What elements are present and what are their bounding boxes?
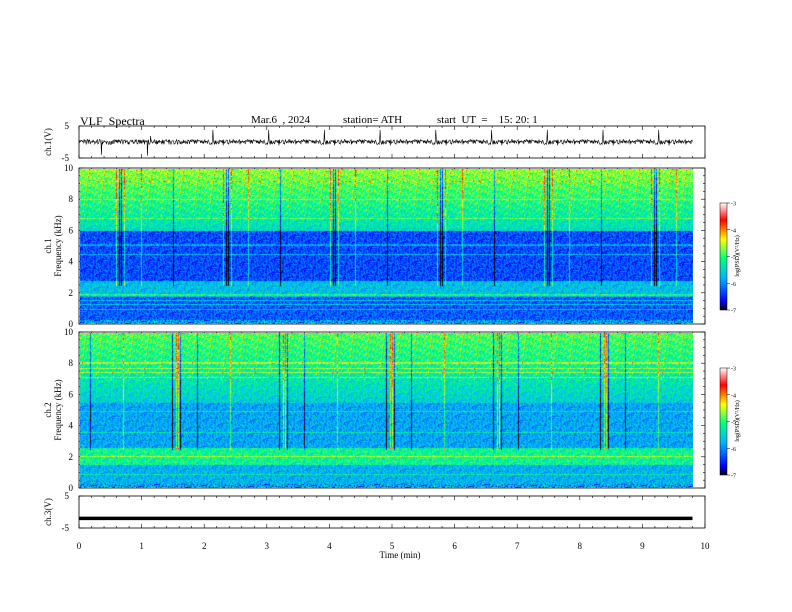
ch1-waveform-line	[78, 129, 693, 156]
y-tick-label: 8	[69, 358, 74, 368]
figure-title: VLF Spectra	[80, 114, 145, 128]
colorbar-tick-label: -5	[731, 420, 736, 426]
colorbar-tick-label: -6	[731, 282, 736, 288]
date-label: Mar.6 , 2024	[251, 114, 310, 126]
y-tick-label: 4	[69, 421, 74, 431]
colorbar-tick-label: -5	[731, 255, 736, 261]
x-tick-label: 1	[139, 541, 144, 551]
y-tick-label: 2	[69, 288, 74, 298]
colorbar-tick-label: -4	[731, 228, 736, 234]
y-tick-label: 6	[69, 225, 74, 235]
ch1-spectrogram-image	[80, 168, 693, 324]
y-tick-label: 5	[65, 121, 70, 131]
colorbar-tick-label: -7	[731, 309, 736, 315]
colorbar-ticks: -3 -4 -5 -6 -7 -3 -4 -5 -6 -7	[727, 202, 736, 480]
ch2-colorbar-label: log(PSD)(V²/Hz)	[734, 400, 741, 441]
y-tick-label: 5	[65, 491, 70, 501]
y-tick-label: 8	[69, 194, 74, 204]
ch1-frequency-ylabel: Frequency (kHz)	[53, 215, 63, 276]
colorbar-tick-label: -7	[731, 474, 736, 480]
ch1-waveform-frame	[78, 125, 706, 159]
x-tick-label: 0	[77, 541, 82, 551]
time-xlabel: Time (min)	[380, 550, 421, 560]
y-tick-label: 4	[69, 257, 74, 267]
ch2-frequency-ylabel: Frequency (kHz)	[53, 379, 63, 440]
y-tick-label: 6	[69, 389, 74, 399]
y-tick-label: -5	[62, 153, 70, 163]
y-tick-label: 10	[64, 163, 74, 173]
colorbar-tick-label: -6	[731, 447, 736, 453]
colorbar-tick-label: -3	[731, 202, 736, 208]
x-tick-label: 4	[327, 541, 332, 551]
ch1-waveform-ylabel: ch.1(V)	[43, 128, 53, 156]
ch1-colorbar-label: log(PSD)(V²/Hz)	[734, 235, 741, 276]
x-tick-label: 6	[452, 541, 457, 551]
x-tick-label: 8	[578, 541, 583, 551]
ch3-waveform-frame	[78, 495, 706, 529]
ch2-colorbar	[719, 367, 728, 476]
y-tick-label: 0	[69, 483, 74, 493]
x-tick-label: 5	[390, 541, 395, 551]
x-tick-label: 3	[265, 541, 270, 551]
y-tick-label: 10	[64, 327, 74, 337]
colorbar-tick-label: -4	[731, 393, 736, 399]
ch1-colorbar	[719, 202, 728, 311]
ch2-label: ch.2	[43, 402, 53, 417]
y-tick-label: 0	[69, 319, 74, 329]
x-tick-label: 2	[202, 541, 207, 551]
x-tick-label: 7	[515, 541, 520, 551]
ch2-spectrogram-image	[80, 332, 693, 488]
start-time-label: start UT = 15: 20: 1	[437, 114, 538, 126]
ch1-label: ch.1	[43, 238, 53, 253]
ch3-waveform-ylabel: ch.3(V)	[43, 498, 53, 526]
ch1-waveform-trace	[78, 129, 693, 156]
x-tick-label: 9	[640, 541, 645, 551]
colorbar-tick-label: -3	[731, 367, 736, 373]
station-label: station= ATH	[343, 114, 403, 126]
x-tick-label: 10	[701, 541, 711, 551]
y-tick-label: -5	[62, 523, 70, 533]
y-tick-label: 2	[69, 452, 74, 462]
